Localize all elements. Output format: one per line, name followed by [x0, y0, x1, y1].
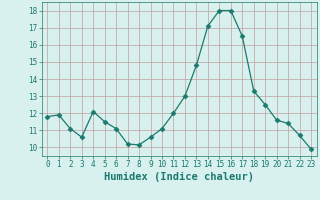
X-axis label: Humidex (Indice chaleur): Humidex (Indice chaleur): [104, 172, 254, 182]
